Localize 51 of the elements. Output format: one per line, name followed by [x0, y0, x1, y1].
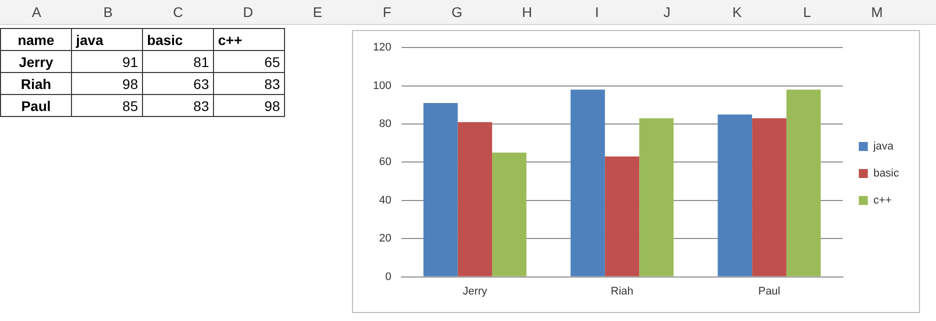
legend-label: c++ — [873, 194, 892, 207]
text: C — [172, 4, 184, 20]
text: basic — [142, 28, 214, 50]
x-tick-label: Paul — [758, 285, 780, 298]
bar — [604, 156, 640, 276]
x-tick-label: Jerry — [462, 285, 488, 298]
text: 91 — [72, 50, 142, 72]
text: B — [102, 4, 114, 20]
bar — [752, 118, 786, 276]
bar — [458, 122, 492, 276]
text: 98 — [214, 94, 284, 116]
y-tick-label: 80 — [379, 118, 392, 130]
text: Jerry — [0, 50, 72, 72]
text: E — [312, 4, 324, 20]
text: Riah — [0, 72, 72, 94]
text: I — [594, 4, 600, 20]
text: 85 — [72, 94, 142, 116]
y-tick-label: 0 — [385, 270, 392, 283]
y-tick-label: 20 — [379, 232, 392, 245]
text: 65 — [214, 50, 284, 72]
text: K — [731, 4, 743, 20]
legend-label: java — [872, 140, 894, 153]
text: 81 — [142, 50, 214, 72]
text: c++ — [214, 28, 284, 50]
text: 83 — [142, 94, 214, 116]
bar — [492, 152, 526, 276]
text: 63 — [142, 72, 214, 94]
text: F — [382, 4, 392, 20]
bar — [570, 90, 605, 276]
y-tick-label: 120 — [372, 42, 392, 54]
text: name — [0, 28, 72, 50]
bar — [786, 90, 821, 276]
bar — [639, 118, 674, 276]
y-tick-label: 60 — [379, 156, 392, 168]
y-tick-label: 40 — [379, 194, 392, 206]
text: G — [450, 4, 464, 20]
text: J — [662, 4, 672, 20]
bar — [718, 114, 752, 276]
text: A — [30, 4, 42, 20]
y-tick-label: 100 — [372, 80, 392, 92]
text: L — [802, 4, 812, 20]
text: 98 — [72, 72, 142, 94]
text: Paul — [0, 94, 72, 116]
legend-label: basic — [873, 168, 900, 180]
text: 83 — [214, 72, 284, 94]
bar — [423, 102, 458, 276]
text: D — [242, 4, 254, 20]
x-tick-label: Riah — [610, 285, 634, 298]
text: H — [520, 4, 534, 20]
text: java — [72, 28, 142, 50]
text: M — [870, 4, 884, 20]
